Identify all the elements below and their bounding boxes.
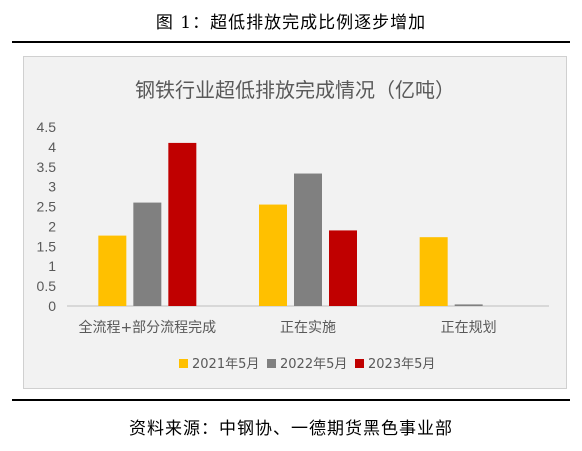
y-tick-label: 2 <box>48 218 56 234</box>
legend-swatch <box>355 359 364 368</box>
figure-title: 图 1：超低排放完成比例逐步增加 <box>155 13 427 33</box>
bottom-rule <box>12 399 570 401</box>
x-tick-label: 正在实施 <box>280 320 336 336</box>
y-tick-label: 1.5 <box>37 238 57 254</box>
x-tick-label: 全流程+部分流程完成 <box>78 319 216 336</box>
legend-label: 2023年5月 <box>368 357 435 372</box>
y-tick-label: 3 <box>48 179 56 195</box>
y-tick-label: 1 <box>48 258 56 274</box>
chart-title: 钢铁行业超低排放完成情况（亿吨） <box>135 78 455 102</box>
bar <box>133 202 162 306</box>
x-tick-label: 正在规划 <box>441 320 497 336</box>
bar <box>454 304 483 306</box>
bar <box>168 142 197 306</box>
bar <box>98 235 127 306</box>
y-tick-label: 0 <box>48 298 56 314</box>
bars <box>98 142 483 306</box>
bar <box>329 230 357 306</box>
bar <box>419 237 448 306</box>
y-tick-label: 4.5 <box>37 119 57 135</box>
x-axis-labels: 全流程+部分流程完成 正在实施 正在规划 <box>78 319 496 336</box>
legend-label: 2022年5月 <box>280 357 347 372</box>
top-rule <box>12 41 570 43</box>
y-tick-label: 3.5 <box>37 159 57 175</box>
legend-swatch <box>179 359 188 368</box>
y-tick-label: 4 <box>48 139 56 155</box>
bar <box>259 204 287 306</box>
bar <box>294 173 322 306</box>
legend-label: 2021年5月 <box>192 357 259 372</box>
y-tick-label: 2.5 <box>37 199 57 215</box>
legend-swatch <box>267 359 276 368</box>
y-tick-label: 0.5 <box>37 278 57 294</box>
legend: 2021年5月 2022年5月 2023年5月 <box>179 357 435 372</box>
y-axis-ticks: 0 0.5 1 1.5 2 2.5 3 3.5 4 4.5 <box>37 119 57 314</box>
source-note: 资料来源：中钢协、一德期货黑色事业部 <box>129 419 453 439</box>
